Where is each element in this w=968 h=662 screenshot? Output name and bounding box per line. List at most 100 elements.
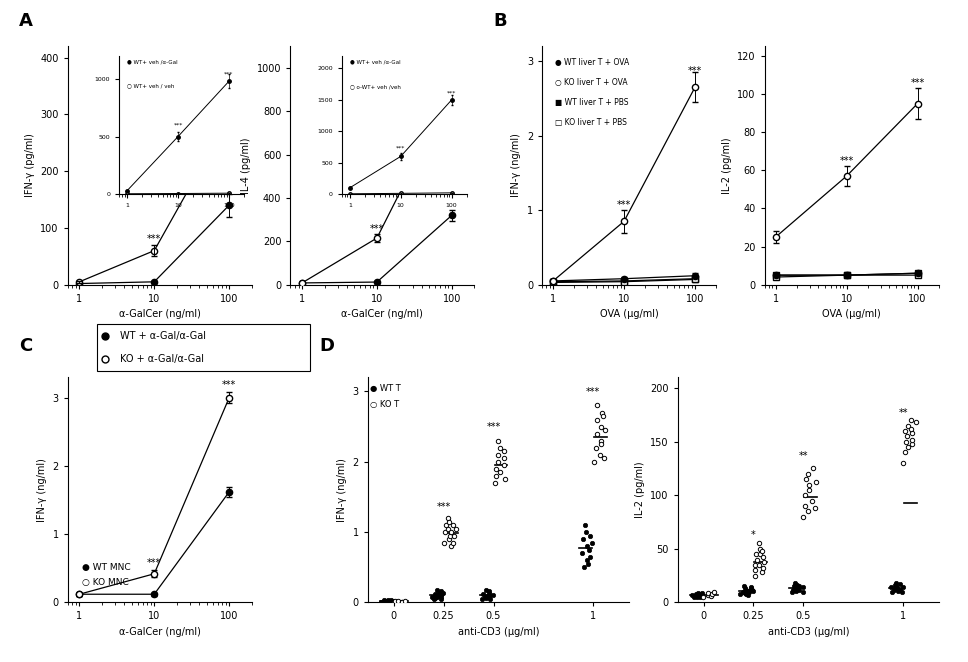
Point [374,596,389,607]
Point [496,460,511,471]
Text: *: * [751,530,756,540]
Point [589,442,604,453]
Point [443,527,459,538]
Point [885,587,900,597]
Point [595,453,611,463]
Point [597,425,613,436]
Point [380,595,396,606]
Point [704,589,719,599]
Point [579,541,594,551]
Point [751,559,767,570]
Point [805,463,821,474]
Point [694,590,710,600]
Point [689,591,705,601]
Point [700,590,715,600]
Point [896,426,912,436]
Point [700,587,715,598]
Point [788,578,803,589]
Point [482,594,498,604]
Point [745,585,761,596]
Point [497,446,512,457]
Point [904,438,920,449]
Point [593,436,609,446]
Point [594,407,610,418]
Point [381,596,397,606]
Point [741,585,756,596]
X-axis label: α-GalCer (ng/ml): α-GalCer (ng/ml) [119,627,200,637]
Y-axis label: IFN-γ (pg/ml): IFN-γ (pg/ml) [24,134,35,197]
Text: **: ** [799,451,808,461]
Point [478,585,494,595]
Text: ● WT T: ● WT T [370,385,401,393]
Point [431,587,446,598]
Point [892,579,907,589]
Point [807,503,823,514]
Point [394,596,409,607]
Y-axis label: IFN-γ (ng/ml): IFN-γ (ng/ml) [511,134,521,197]
Point [752,544,768,554]
Point [741,587,757,597]
Point [684,590,700,600]
Point [796,587,811,597]
Point [892,585,908,595]
X-axis label: α-GalCer (ng/ml): α-GalCer (ng/ml) [119,309,200,319]
Point [440,512,456,523]
Text: ○ KO liver T + OVA: ○ KO liver T + OVA [555,77,627,87]
Point [577,520,592,530]
Point [385,596,401,607]
Point [748,549,764,559]
Point [591,449,607,460]
Point [390,596,406,606]
Point [481,587,497,598]
Point [433,586,448,596]
Point [900,442,916,452]
Point [474,594,490,604]
Point [380,596,396,607]
Point [738,583,753,594]
Point [894,587,910,597]
Point [491,457,506,467]
Point [756,563,771,573]
Point [784,587,800,597]
Point [595,410,611,421]
Point [579,527,594,538]
Point [695,592,711,602]
Point [486,590,501,600]
Y-axis label: IL-2 (pg/ml): IL-2 (pg/ml) [634,461,645,518]
Point [576,534,591,544]
Point [431,589,446,600]
Point [387,596,403,606]
Text: ○ KO T: ○ KO T [370,400,399,409]
Point [491,449,506,460]
Text: ***: *** [147,558,162,568]
Point [580,559,595,569]
Point [386,596,402,606]
Point [744,585,760,595]
Point [478,593,494,604]
Text: ***: *** [437,502,451,512]
Point [581,544,596,555]
Point [887,580,902,591]
Point [887,585,902,595]
Text: C: C [19,337,33,355]
Point [498,474,513,485]
Text: ***: *** [839,156,854,166]
Point [434,594,449,604]
Point [438,527,453,538]
Text: B: B [494,13,507,30]
Text: ***: *** [617,200,631,211]
Point [487,477,502,488]
Point [743,583,759,594]
Text: ***: *** [444,73,459,83]
Point [735,587,750,597]
Point [737,587,752,598]
Point [888,578,903,589]
Point [477,592,493,602]
Point [738,585,753,595]
Point [789,583,804,594]
Point [433,592,448,602]
Point [593,439,609,449]
Point [585,538,600,548]
Point [441,530,457,541]
Point [427,589,442,599]
